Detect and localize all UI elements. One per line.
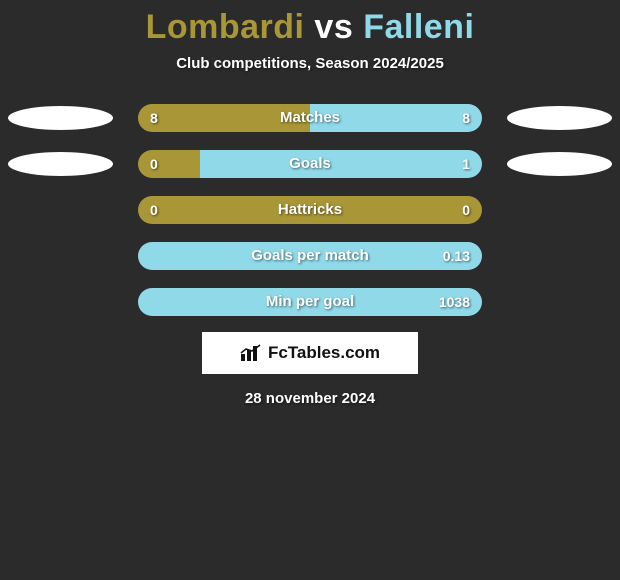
stat-label: Goals per match [138,242,482,270]
title-vs: vs [304,8,363,46]
stat-label: Min per goal [138,288,482,316]
player-left-marker [8,106,113,130]
stat-row: 0.13Goals per match [0,242,620,270]
stat-row: 00Hattricks [0,196,620,224]
title-player-left: Lombardi [146,8,305,46]
subtitle: Club competitions, Season 2024/2025 [0,55,620,72]
comparison-infographic: Lombardi vs Falleni Club competitions, S… [0,0,620,445]
stat-row: 01Goals [0,150,620,178]
title-player-right: Falleni [363,8,474,46]
brand-text: FcTables.com [268,343,380,363]
brand-badge: FcTables.com [202,332,418,374]
stat-label: Matches [138,104,482,132]
stat-row: 88Matches [0,104,620,132]
stat-row: 1038Min per goal [0,288,620,316]
player-left-marker [8,152,113,176]
page-title: Lombardi vs Falleni [0,0,620,47]
player-right-marker [507,152,612,176]
stat-rows: 88Matches 01Goals 00Hattricks 0.13Goals per… [0,104,620,316]
stat-label: Goals [138,150,482,178]
chart-icon [240,344,262,362]
stat-label: Hattricks [138,196,482,224]
date-text: 28 november 2024 [0,390,620,407]
player-right-marker [507,106,612,130]
